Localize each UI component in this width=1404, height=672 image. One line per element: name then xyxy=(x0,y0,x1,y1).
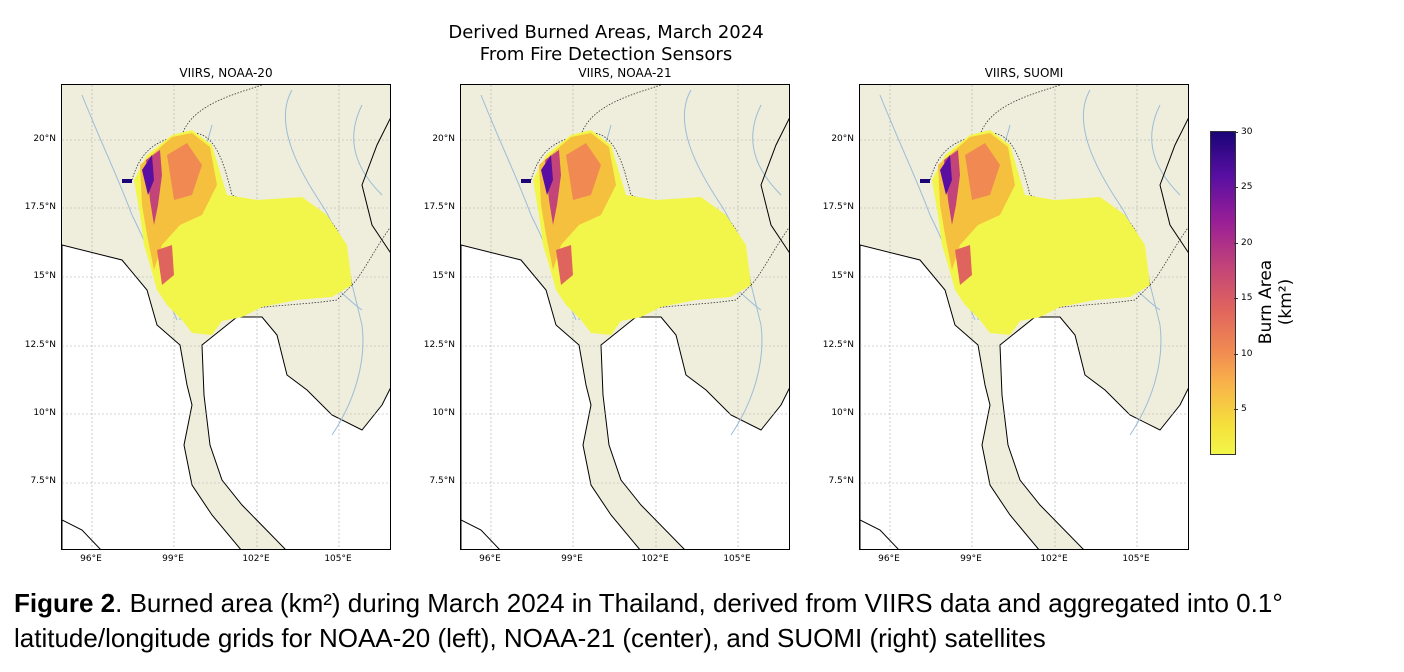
map-panel-noaa21 xyxy=(460,84,792,552)
map-panel-suomi xyxy=(859,84,1191,552)
caption-text: . Burned area (km²) during March 2024 in… xyxy=(14,588,1283,653)
colorbar xyxy=(1210,131,1236,455)
figure-title-line1: Derived Burned Areas, March 2024 xyxy=(448,22,764,43)
panel-title-suomi: VIIRS, SUOMI xyxy=(984,66,1064,80)
panel-title-noaa20: VIIRS, NOAA-20 xyxy=(179,66,273,80)
figure-title-line2: From Fire Detection Sensors xyxy=(479,44,733,65)
map-panel-noaa20 xyxy=(61,84,393,552)
figure-caption: Figure 2. Burned area (km²) during March… xyxy=(14,586,1394,656)
panel-title-noaa21: VIIRS, NOAA-21 xyxy=(578,66,672,80)
caption-label: Figure 2 xyxy=(14,588,116,618)
colorbar-label: Burn Area (km²) xyxy=(1256,259,1296,345)
